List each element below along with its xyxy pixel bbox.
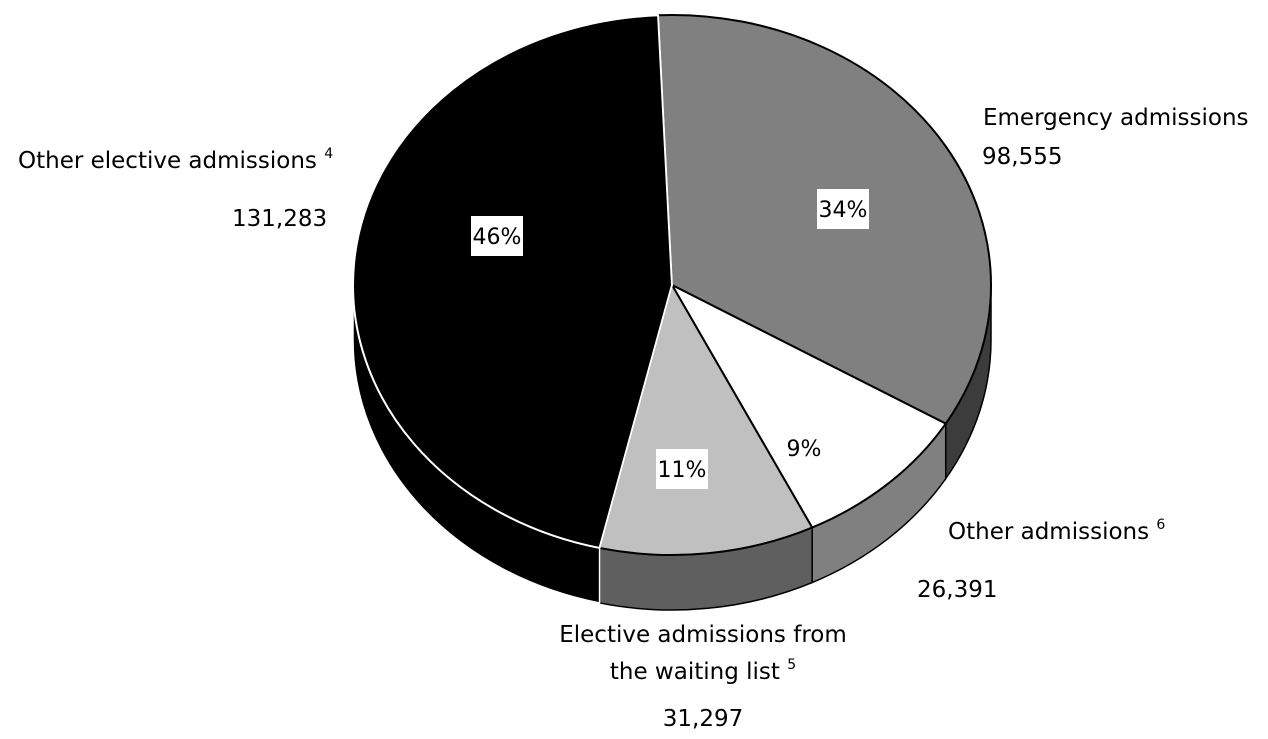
footnote-marker: 6 [1156, 517, 1166, 533]
slice-value-other-elective: 131,283 [232, 206, 328, 232]
percent-label-other-admissions: 9% [787, 437, 822, 462]
percent-label-text: 46% [473, 225, 522, 250]
slice-label-emergency: Emergency admissions [983, 105, 1249, 131]
percent-label-emergency: 34% [817, 189, 869, 229]
slice-label-other-elective: Other elective admissions 4 [18, 146, 334, 174]
percent-label-box [817, 189, 869, 229]
pie-percent-labels: 34% 9% 11% 46% [471, 189, 869, 489]
slice-label-waiting-list-line2: the waiting list 5 [609, 657, 797, 685]
percent-label-waiting-list: 11% [656, 449, 708, 489]
slice-label-waiting-list: Elective admissions from [559, 622, 847, 648]
slice-value-other-admissions: 26,391 [917, 577, 998, 603]
footnote-marker: 5 [787, 657, 797, 673]
percent-label-text: 9% [787, 437, 822, 462]
percent-label-text: 34% [819, 198, 868, 223]
pie-slice-other-elective [352, 14, 673, 549]
percent-label-other-elective: 46% [471, 216, 523, 256]
percent-label-box [656, 449, 708, 489]
slice-value-emergency: 98,555 [982, 144, 1063, 170]
pie-slice-other-admissions [671, 284, 947, 529]
pie-slice-waiting-list [598, 284, 814, 556]
footnote-marker: 4 [324, 146, 334, 162]
slice-label-other-admissions: Other admissions 6 [948, 517, 1166, 545]
percent-label-text: 11% [658, 458, 707, 483]
percent-label-box [471, 216, 523, 256]
slice-value-waiting-list: 31,297 [662, 706, 744, 732]
